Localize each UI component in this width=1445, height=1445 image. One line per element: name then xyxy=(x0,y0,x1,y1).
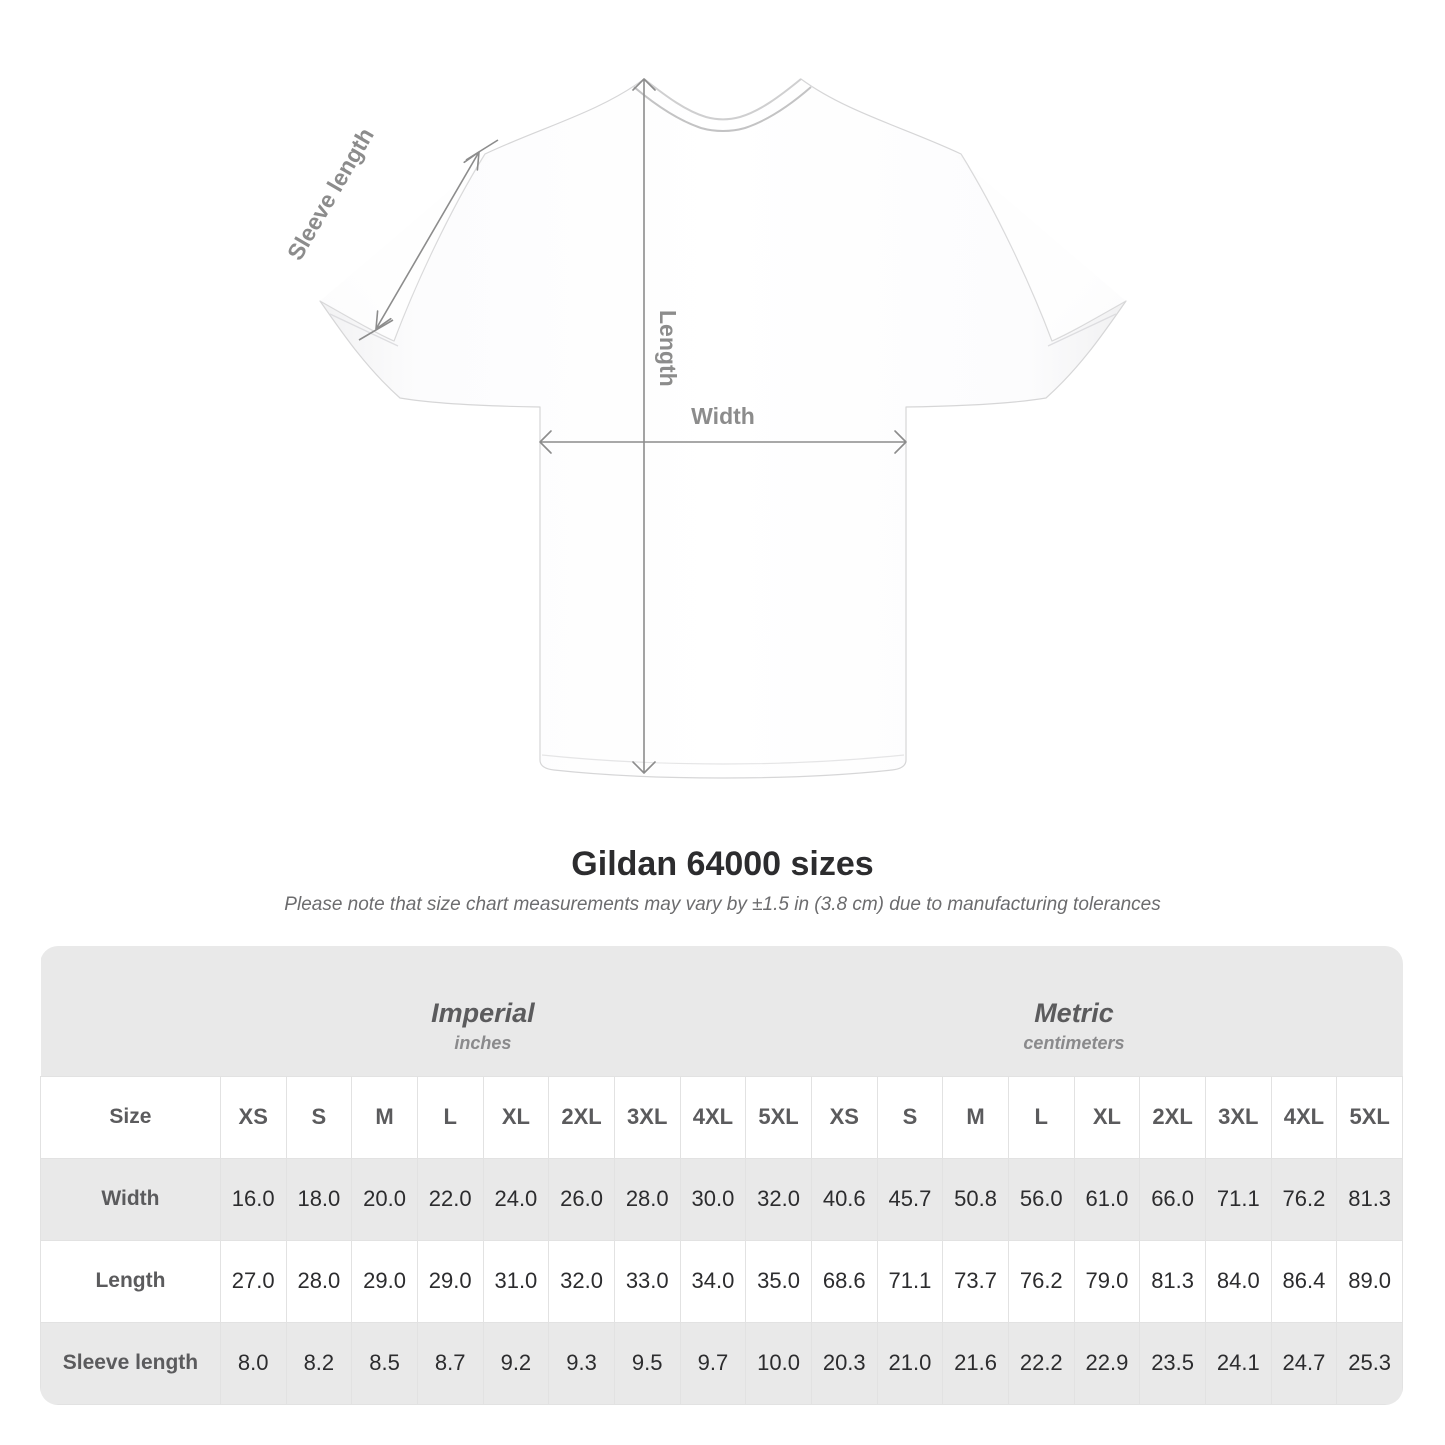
svg-text:Sleeve length: Sleeve length xyxy=(282,123,379,264)
svg-text:Length: Length xyxy=(655,310,681,387)
svg-text:Width: Width xyxy=(691,403,755,429)
